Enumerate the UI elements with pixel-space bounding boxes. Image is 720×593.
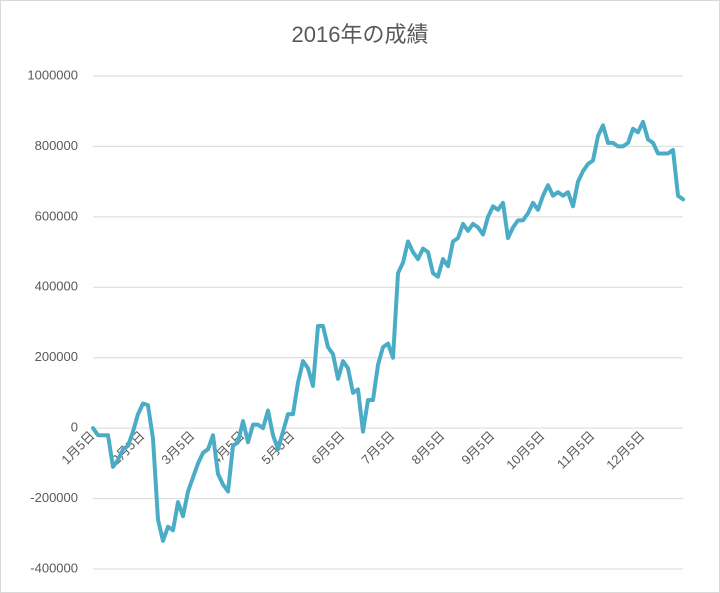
y-tick-label: 200000 xyxy=(35,349,78,364)
y-tick-label: 1000000 xyxy=(27,67,78,82)
chart-title: 2016年の成績 xyxy=(292,22,429,47)
y-tick-label: -200000 xyxy=(30,490,78,505)
y-tick-label: 800000 xyxy=(35,138,78,153)
y-tick-label: 0 xyxy=(71,420,78,435)
y-tick-label: -400000 xyxy=(30,560,78,575)
y-tick-label: 400000 xyxy=(35,279,78,294)
y-tick-label: 600000 xyxy=(35,208,78,223)
data-line xyxy=(91,119,685,543)
